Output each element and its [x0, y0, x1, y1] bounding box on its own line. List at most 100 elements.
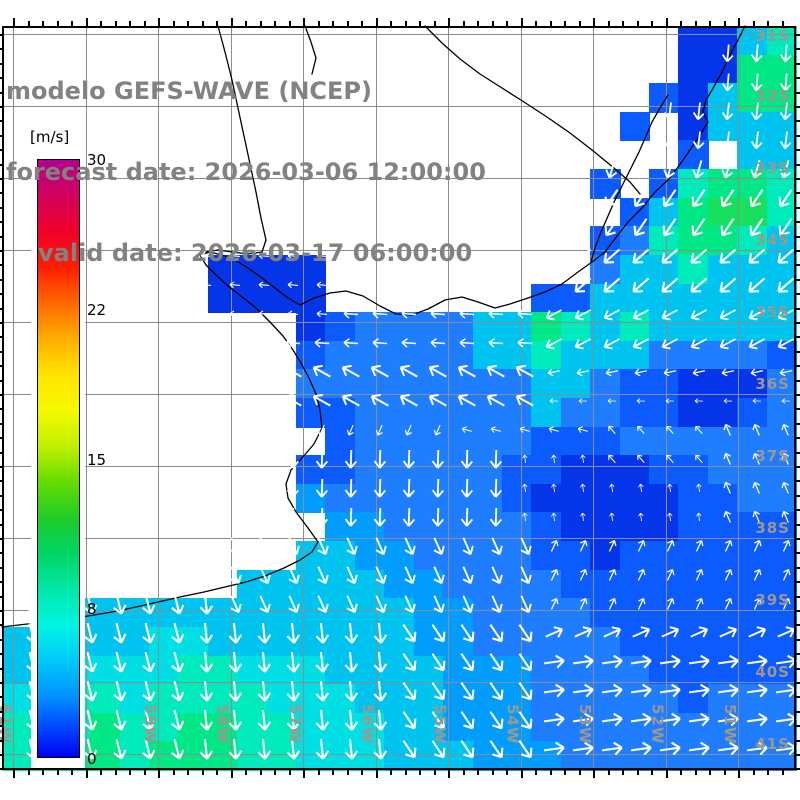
wind-arrow	[281, 447, 305, 471]
arrow-icon	[228, 709, 243, 731]
wind-arrow	[391, 702, 427, 738]
wind-arrow	[365, 531, 396, 562]
axis-tick-left	[0, 494, 2, 497]
arrow-icon	[259, 566, 271, 585]
axis-tick-left	[0, 322, 2, 324]
wind-arrow	[221, 648, 250, 677]
wave-cell	[707, 426, 739, 457]
wave-cell	[707, 541, 739, 571]
axis-tick-right	[796, 610, 800, 612]
arrow-icon	[258, 310, 270, 318]
wind-arrow	[192, 706, 221, 735]
axis-tick-left	[0, 307, 2, 310]
arrow-icon	[230, 537, 242, 556]
arrow-icon	[341, 364, 360, 378]
arrow-icon	[84, 739, 98, 760]
arrow-icon	[113, 710, 127, 731]
arrow-icon	[402, 507, 416, 527]
arrow-icon	[314, 338, 330, 348]
wave-cell	[766, 83, 797, 113]
wind-arrow	[426, 505, 450, 529]
wind-arrow	[391, 673, 427, 709]
wave-cell	[472, 426, 503, 457]
wind-arrow	[365, 560, 396, 591]
wind-arrow	[457, 333, 476, 352]
wind-arrow	[257, 278, 271, 292]
wind-arrow	[363, 384, 397, 418]
arrow-icon	[375, 537, 387, 556]
wind-arrow	[397, 476, 421, 500]
arrow-icon	[370, 364, 389, 378]
axis-tick-bottom	[187, 770, 189, 775]
axis-tick-bottom	[259, 770, 262, 775]
wave-cell	[737, 426, 768, 457]
wave-cell	[354, 398, 386, 428]
wind-arrow	[392, 355, 426, 389]
axis-tick-left	[0, 221, 2, 224]
wave-cell	[501, 569, 533, 600]
wave-cell	[384, 340, 415, 371]
arrow-icon	[399, 364, 418, 378]
arrow-icon	[84, 710, 98, 731]
wave-cell	[648, 512, 680, 543]
arrow-icon	[402, 478, 416, 498]
wave-cell	[737, 541, 768, 571]
wave-cell	[678, 598, 709, 628]
wave-cell	[560, 483, 592, 514]
arrow-icon	[200, 310, 212, 318]
wind-arrow	[421, 384, 455, 418]
wave-cell	[296, 283, 327, 314]
axis-tick-left	[0, 509, 2, 512]
wave-cell	[472, 455, 503, 485]
wave-cell	[648, 283, 680, 314]
latitude-gridline	[2, 610, 796, 611]
axis-tick-right	[796, 653, 800, 656]
axis-tick-left	[0, 552, 2, 555]
axis-tick-right	[796, 34, 800, 36]
wind-arrow	[74, 617, 106, 649]
wave-cell	[678, 398, 709, 428]
arrow-icon	[199, 680, 214, 702]
wind-arrow	[250, 648, 279, 677]
wave-cell	[590, 426, 621, 457]
arrow-icon	[344, 738, 359, 760]
wave-cell	[560, 655, 592, 686]
longitude-gridline	[13, 26, 14, 770]
wind-arrow	[370, 304, 389, 323]
arrow-icon	[259, 537, 271, 556]
wave-cell	[766, 684, 797, 714]
wind-arrow	[199, 278, 213, 292]
axis-tick-bottom	[607, 770, 610, 775]
axis-tick-left	[0, 638, 2, 641]
axis-tick-bottom	[13, 770, 15, 778]
wave-cell	[501, 455, 533, 485]
wind-arrow	[132, 733, 164, 765]
axis-tick-right	[796, 710, 800, 713]
arrow-icon	[317, 537, 329, 556]
wave-cell	[707, 741, 739, 771]
axis-tick-right	[796, 509, 800, 512]
wave-cell	[678, 569, 709, 600]
axis-tick-bottom	[42, 770, 44, 775]
axis-tick-left	[0, 264, 2, 267]
wave-cell	[413, 312, 445, 342]
axis-tick-right	[796, 725, 800, 728]
axis-tick-left	[0, 538, 2, 540]
wave-cell	[384, 312, 415, 342]
axis-tick-right	[796, 62, 800, 65]
wave-cell	[119, 655, 151, 686]
arrow-icon	[402, 653, 417, 672]
wind-arrow	[221, 677, 250, 706]
wave-cell	[737, 111, 768, 142]
axis-tick-bottom	[680, 770, 682, 775]
arrow-icon	[286, 709, 301, 731]
wave-cell	[678, 712, 709, 743]
axis-tick-top	[709, 21, 711, 26]
wind-arrow	[400, 421, 419, 440]
wind-arrow	[315, 307, 329, 321]
arrow-icon	[431, 478, 445, 498]
arrow-icon	[288, 566, 300, 585]
coastline-path	[205, 25, 267, 255]
axis-tick-left	[0, 34, 2, 36]
